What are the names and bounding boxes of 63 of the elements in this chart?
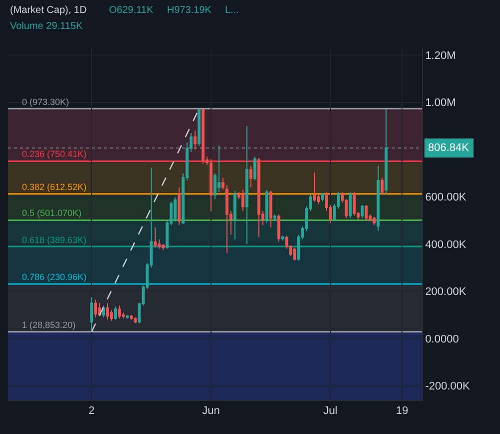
candlestick [233, 190, 236, 240]
y-tick-label: 1.20M [425, 50, 456, 62]
candlestick [313, 172, 316, 202]
y-tick-label: 400.00K [425, 238, 467, 251]
y-tick-label: 600.00K [425, 192, 467, 204]
candlestick [360, 204, 364, 219]
ref-line-label: 0.5 (501.070K) [22, 208, 82, 218]
text: O629.11K [109, 5, 154, 16]
candlestick [249, 166, 252, 188]
x-tick-label: 2 [88, 405, 95, 418]
candlestick [210, 158, 212, 212]
ref-line-label: 806.84K [428, 142, 470, 154]
candlestick [253, 156, 256, 181]
candlestick [98, 302, 102, 317]
candlestick [114, 306, 117, 320]
candlestick [225, 184, 228, 254]
ref-line-label: 0.786 (230.96K) [22, 272, 87, 282]
y-tick-label: 200.00K [425, 286, 467, 298]
candlestick [134, 316, 137, 324]
candlestick [277, 214, 280, 242]
candlestick [352, 192, 356, 216]
candlestick [241, 189, 244, 212]
candlestick [380, 177, 384, 195]
candlestick [102, 305, 106, 318]
text: L... [225, 5, 239, 16]
y-tick-label: 1.00M [425, 97, 456, 110]
candlestick [384, 108, 388, 195]
candlestick [178, 186, 181, 226]
ref-line-label: 0 (973.30K) [22, 97, 70, 107]
ref-line-label: 0.382 (612.52K) [22, 182, 87, 192]
x-tick-label: Jun [202, 405, 220, 418]
ref-line-label: 0.618 (389.63K) [22, 235, 87, 245]
candlestick [202, 108, 205, 164]
x-tick-label: 19 [396, 405, 408, 418]
y-tick-label: 0.0000 [425, 333, 459, 346]
x-tick-label: Jul [323, 405, 338, 418]
ref-line-label: 0.236 (750.41K) [22, 149, 87, 159]
candlestick [221, 177, 224, 190]
ref-line-label: 1 (28,853.20) [22, 320, 76, 330]
candlestick [245, 125, 248, 245]
candlestick [194, 130, 197, 150]
candlestick [106, 302, 109, 320]
chart-subtitle: Volume 29.115K [10, 21, 83, 32]
candlestick [174, 196, 177, 222]
candlestick [118, 305, 121, 319]
candlestick [293, 247, 296, 262]
candlestick [257, 157, 260, 238]
chart-title: (Market Cap), 1D [10, 5, 87, 16]
candlestick [130, 314, 133, 320]
text: H973.19K [167, 5, 212, 16]
candlestick [273, 214, 276, 221]
candlestick [198, 108, 201, 147]
candlestick [348, 192, 352, 219]
candlestick [281, 235, 284, 242]
candlestick [376, 165, 380, 232]
candlestick [269, 190, 272, 228]
y-tick-label: -200.00K [425, 380, 471, 393]
candlestick [126, 314, 129, 319]
candlestick [90, 296, 94, 332]
candlestick [154, 227, 157, 248]
candlestick [321, 192, 324, 202]
candlestick [372, 216, 376, 226]
candlestick [94, 299, 98, 318]
